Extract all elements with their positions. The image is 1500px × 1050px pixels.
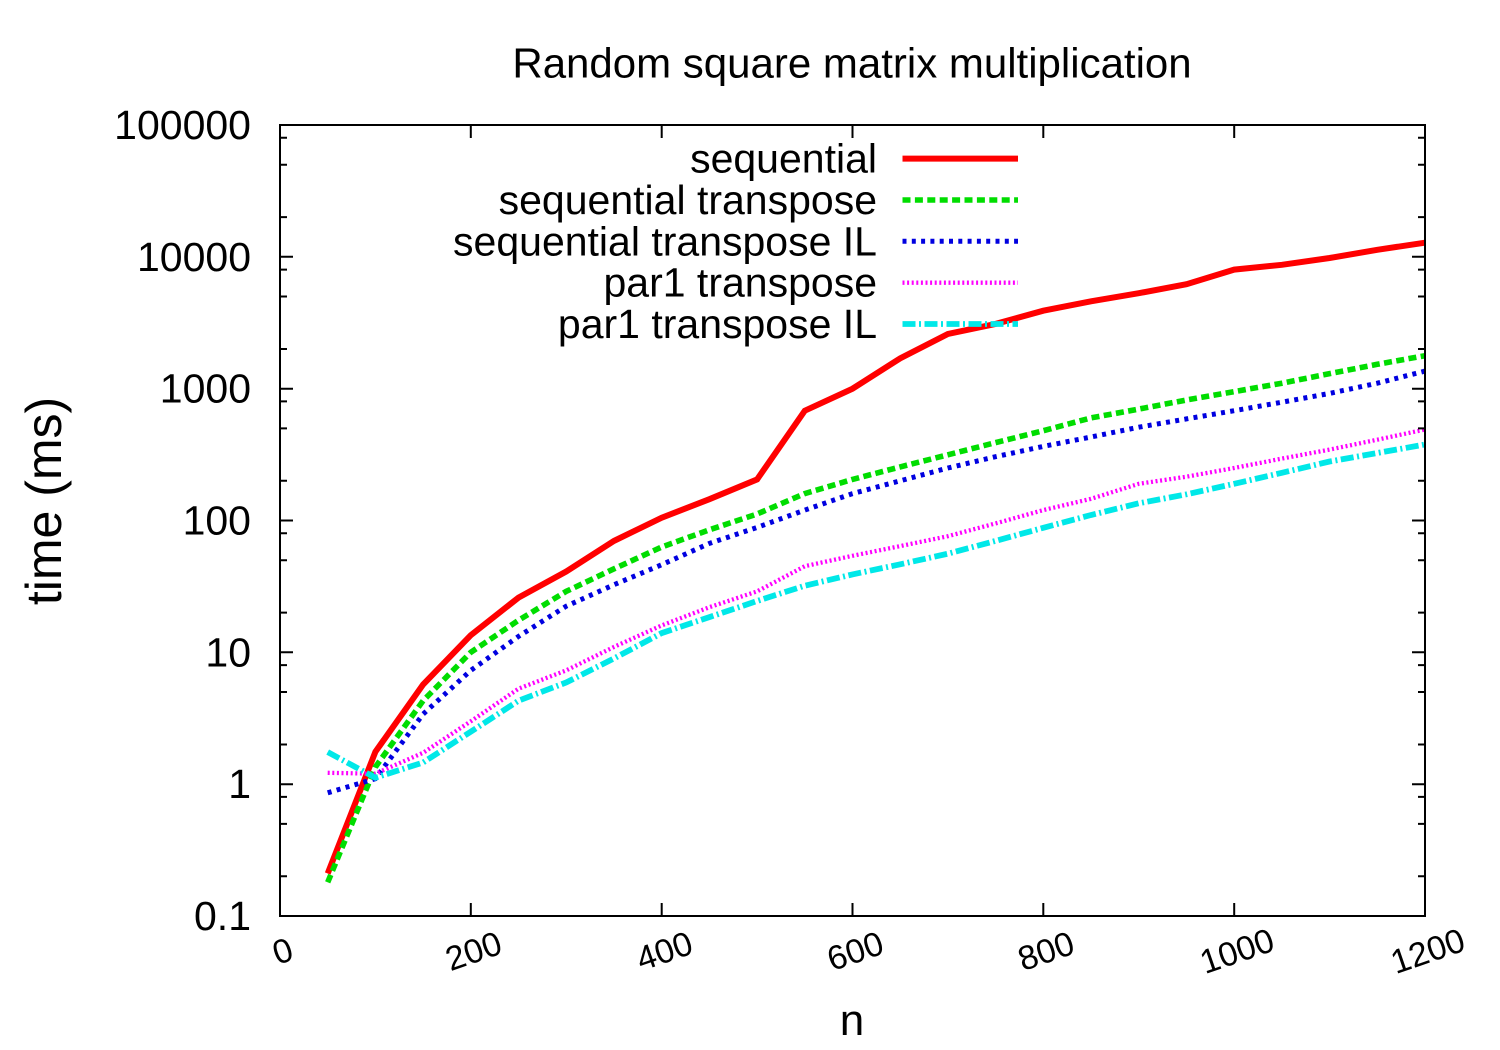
svg-text:100: 100 [183,498,251,544]
svg-text:100000: 100000 [114,102,251,148]
svg-text:sequential transpose: sequential transpose [499,177,877,223]
svg-text:0.1: 0.1 [194,893,251,939]
svg-text:10: 10 [205,629,251,675]
svg-text:Random square matrix multiplic: Random square matrix multiplication [512,40,1191,87]
svg-text:10000: 10000 [137,234,251,280]
svg-text:time (ms): time (ms) [16,397,72,605]
svg-text:1: 1 [228,761,251,807]
svg-text:par1 transpose: par1 transpose [603,260,877,306]
svg-text:n: n [840,996,864,1045]
svg-text:sequential: sequential [690,136,877,182]
svg-text:par1 transpose IL: par1 transpose IL [558,301,877,347]
svg-text:1000: 1000 [160,366,251,412]
svg-text:sequential transpose IL: sequential transpose IL [453,218,877,264]
